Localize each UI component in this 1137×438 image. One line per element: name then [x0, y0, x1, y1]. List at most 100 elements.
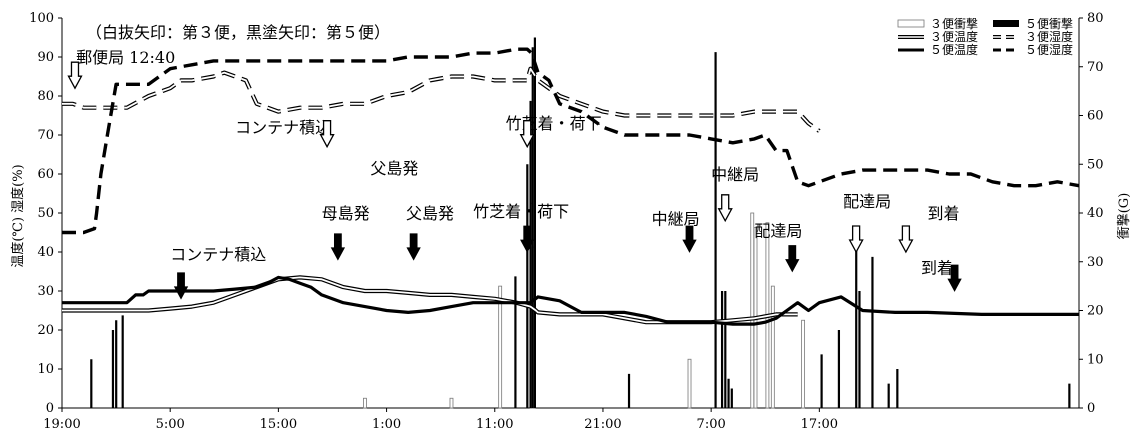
y-tick-label-right: 30 [1087, 255, 1104, 270]
hollow-arrow [717, 194, 733, 223]
legend-entry: ５便衝撃 [993, 16, 1073, 31]
solid-arrow [173, 272, 189, 300]
series-line [62, 67, 820, 132]
impact-bar-5 [858, 291, 861, 408]
gridlines: 0 10 20 30 40 50 60 70 80 90 100 0 10 20 30 40 50 60 70 80 1… [29, 11, 1103, 432]
y-tick-label-right: 40 [1087, 206, 1104, 221]
y-tick-label-right: 20 [1087, 304, 1104, 319]
y-tick-label-right: 70 [1087, 60, 1104, 75]
solid-arrow [330, 233, 346, 261]
impact-bar-5 [526, 164, 529, 408]
annotation-label: コンテナ積込 [235, 118, 331, 137]
impact-bar-5 [730, 388, 733, 408]
legend-entry: ５便温度 [898, 42, 978, 57]
series-line [62, 47, 1080, 235]
y-axis-right-label: 衝撃(G) [1116, 193, 1132, 240]
legend-label: ３便温度 [930, 29, 978, 44]
impact-bar-5 [727, 378, 730, 408]
annotation-label: 郵便局 12:40 [76, 48, 175, 67]
impact-bar-3 [363, 397, 367, 409]
series-lines [62, 47, 1080, 326]
impact-bar-3 [687, 358, 692, 409]
y-tick-label-left: 80 [37, 89, 54, 104]
annotation-label: 父島発 [370, 159, 418, 178]
impact-bar-5 [111, 330, 115, 408]
x-tick-label: 7:00 [697, 417, 726, 432]
hollow-arrow [848, 225, 864, 254]
impact-bar-5 [887, 383, 890, 408]
legend-label: ３便湿度 [1025, 29, 1073, 44]
y-tick-label-right: 50 [1087, 157, 1104, 172]
y-tick-label-right: 60 [1087, 109, 1104, 124]
impact-bar-5 [531, 47, 534, 408]
annotation-label: 到着 [921, 258, 953, 277]
impact-bar-5 [514, 276, 517, 408]
legend-entry: ５便湿度 [993, 42, 1073, 57]
legend-entry: ３便温度 [898, 29, 978, 44]
y-tick-label-right: 0 [1087, 401, 1095, 416]
legend-label: ５便湿度 [1025, 42, 1073, 57]
x-tick-label: 21:00 [584, 417, 621, 432]
y-tick-label-right: 80 [1087, 11, 1104, 26]
annotation-label: 中継局 [652, 210, 700, 229]
x-tick-label: 5:00 [156, 417, 185, 432]
impact-bar-5 [115, 320, 118, 408]
y-tick-label-left: 60 [37, 167, 54, 182]
solid-arrow [947, 264, 962, 292]
x-tick-label: 1:00 [372, 417, 401, 432]
legend-label: ５便衝撃 [1025, 16, 1073, 31]
x-tick-label: 19:00 [43, 417, 80, 432]
impact-bar-3 [449, 397, 454, 409]
y-tick-label-left: 20 [37, 323, 54, 338]
y-axis-left-label: 温度(℃) 湿度(%) [10, 164, 26, 267]
impact-bar-5 [1068, 383, 1071, 408]
annotation-label: 父島発 [406, 204, 454, 223]
impact-bar-5 [627, 373, 631, 408]
legend-entry: ３便衝撃 [897, 16, 978, 31]
impact-bars-5 [90, 37, 1071, 408]
annotation-label: 中継局 [711, 165, 759, 184]
impact-bar-5 [533, 37, 536, 408]
legend-label: ５便温度 [930, 42, 978, 57]
x-tick-label: 17:00 [801, 417, 838, 432]
impact-bar-5 [90, 359, 93, 408]
y-tick-label-left: 100 [29, 11, 54, 26]
y-tick-label-left: 50 [37, 206, 54, 221]
annotation-label: 配達局 [843, 192, 891, 211]
annotation-label: 竹芝着・荷下 [506, 114, 602, 133]
solid-arrow [785, 245, 800, 273]
y-tick-label-left: 0 [46, 401, 54, 416]
impact-bar-5 [529, 100, 532, 408]
annotation-label: 母島発 [322, 204, 370, 223]
impact-bar-5 [871, 256, 874, 408]
impact-bar-5 [121, 315, 124, 408]
impact-bar-5 [714, 52, 717, 408]
legend: ３便衝撃 ５便衝撃 ３便温度 ３便湿度 ５便温度 ５便湿度 [897, 16, 1073, 57]
hollow-arrow [67, 61, 83, 90]
impact-bar-3 [498, 285, 503, 409]
solid-arrow [682, 225, 697, 253]
legend-entry: ３便湿度 [993, 29, 1073, 44]
series-line [62, 275, 1079, 326]
y-tick-label-left: 70 [37, 128, 54, 143]
x-tick-label: 11:00 [476, 417, 513, 432]
hollow-arrow [319, 120, 335, 149]
impact-bar-3 [750, 212, 755, 409]
series-line [62, 275, 798, 325]
impact-bar-5 [855, 242, 858, 408]
annotation-label: コンテナ積込 [170, 245, 266, 264]
y-tick-label-left: 40 [37, 245, 54, 260]
impact-bar-3 [801, 319, 806, 409]
impact-bars-3 [363, 202, 806, 409]
y-tick-label-left: 30 [37, 284, 54, 299]
impact-bar-5 [896, 369, 899, 408]
impact-bar-5 [837, 330, 841, 408]
annotation-label: 配達局 [754, 221, 802, 240]
x-tick-label: 15:00 [260, 417, 297, 432]
y-tick-label-right: 10 [1087, 352, 1104, 367]
impact-bar-3 [770, 285, 775, 409]
chart-note: （白抜矢印：第３便，黒塗矢印：第５便） [86, 23, 390, 42]
solid-arrow [520, 225, 535, 253]
